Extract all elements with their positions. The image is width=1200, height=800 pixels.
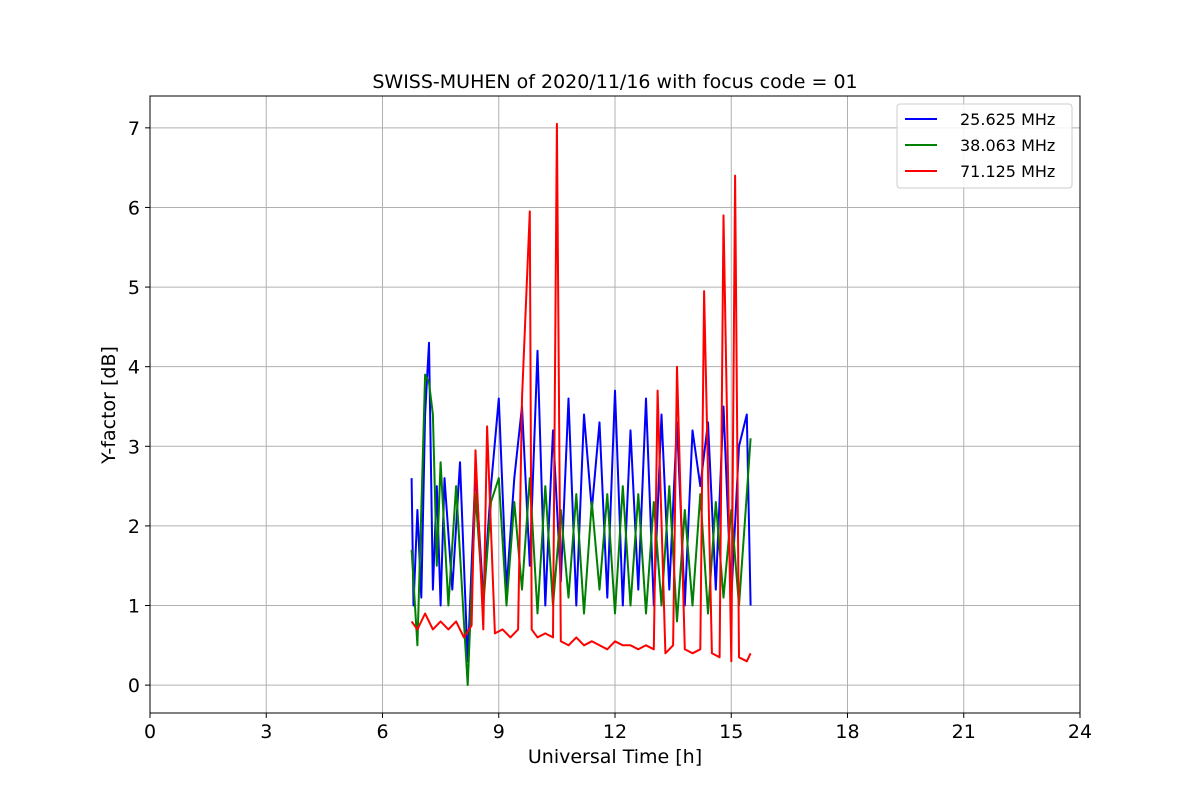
y-tick-label: 1 — [128, 596, 140, 618]
y-tick-label: 7 — [128, 118, 140, 140]
x-tick-label: 21 — [952, 721, 976, 743]
y-tick-label: 4 — [128, 357, 140, 379]
legend-box — [896, 103, 1073, 189]
x-tick-label: 12 — [603, 721, 627, 743]
y-tick-label: 5 — [128, 277, 140, 299]
series-line-71-125-mhz — [410, 122, 752, 663]
y-tick-label: 0 — [128, 675, 140, 697]
legend: 25.625 MHz 38.063 MHz 71.125 MHz — [896, 103, 1073, 189]
x-tick-label: 0 — [144, 721, 156, 743]
series-line-38-063-mhz — [410, 373, 752, 687]
series-layer — [410, 122, 752, 687]
y-tick-label: 3 — [128, 436, 140, 458]
x-tick-label: 9 — [493, 721, 505, 743]
legend-label: 71.125 MHz — [960, 162, 1055, 181]
x-tick-label: 3 — [260, 721, 272, 743]
x-tick-label: 24 — [1068, 721, 1092, 743]
x-tick-label: 15 — [719, 721, 743, 743]
legend-label: 25.625 MHz — [960, 110, 1055, 129]
y-axis-label: Y-factor [dB] — [98, 346, 120, 465]
x-tick-label: 6 — [376, 721, 388, 743]
y-tick-label: 6 — [128, 197, 140, 219]
x-tick-label: 18 — [835, 721, 859, 743]
legend-label: 38.063 MHz — [960, 136, 1055, 155]
x-axis-label: Universal Time [h] — [528, 746, 702, 768]
series-line-25-625-mhz — [410, 341, 752, 663]
grid — [149, 96, 1081, 713]
y-tick-label: 2 — [128, 516, 140, 538]
chart-title: SWISS-MUHEN of 2020/11/16 with focus cod… — [372, 71, 857, 93]
